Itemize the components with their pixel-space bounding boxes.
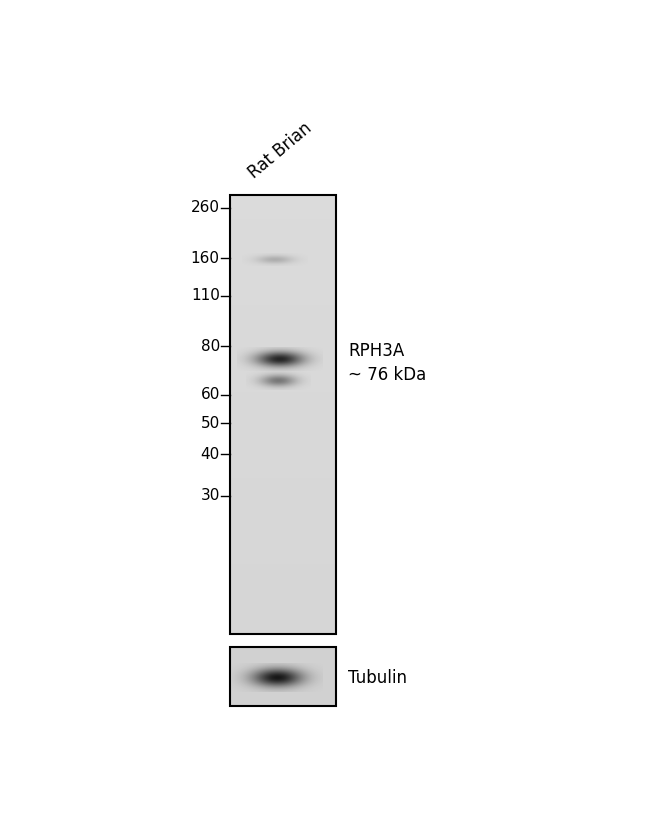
Text: Rat Brian: Rat Brian [245,118,315,181]
Bar [230,648,335,706]
Text: 260: 260 [191,200,220,215]
Text: 40: 40 [201,447,220,462]
Text: 30: 30 [200,488,220,503]
Text: 50: 50 [201,416,220,431]
Text: 80: 80 [201,339,220,354]
Bar [230,648,335,706]
Bar [230,195,335,634]
Text: 160: 160 [191,251,220,266]
Bar [230,195,335,634]
Text: RPH3A
~ 76 kDa: RPH3A ~ 76 kDa [348,342,426,384]
Text: 110: 110 [191,288,220,303]
Text: Tubulin: Tubulin [348,669,408,687]
Text: 60: 60 [200,387,220,402]
